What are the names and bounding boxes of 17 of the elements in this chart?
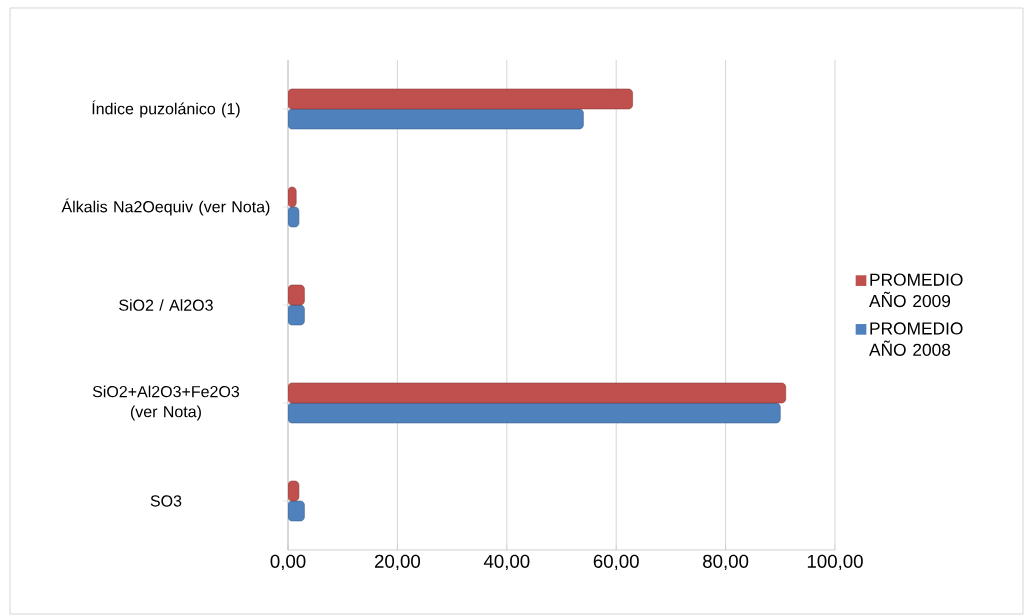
y-tick-label: SiO2 / Al2O3 bbox=[119, 299, 213, 311]
bar bbox=[288, 88, 633, 110]
y-tick-label: SO3 bbox=[150, 495, 182, 507]
y-tick-label: Álkalis Na2Oequiv (ver Nota) bbox=[61, 198, 270, 216]
bar bbox=[288, 402, 781, 424]
legend-label: PROMEDIO AÑO 2009 bbox=[869, 273, 963, 308]
x-tick-label: 20,00 bbox=[374, 554, 421, 571]
x-tick-label: 100,00 bbox=[807, 554, 863, 571]
legend-label: PROMEDIO AÑO 2008 bbox=[869, 322, 963, 356]
x-tick-label: 60,00 bbox=[593, 554, 639, 571]
bar bbox=[288, 382, 787, 404]
bar bbox=[288, 108, 584, 130]
y-tick-label: Índice puzolánico (1) bbox=[92, 100, 240, 118]
x-tick-label: 40,00 bbox=[483, 554, 530, 571]
x-tick-label: 80,00 bbox=[703, 554, 749, 571]
x-tick-label: 0,00 bbox=[270, 554, 306, 571]
y-tick-label: SiO2+Al2O3+Fe2O3 (ver Nota) bbox=[92, 385, 240, 421]
